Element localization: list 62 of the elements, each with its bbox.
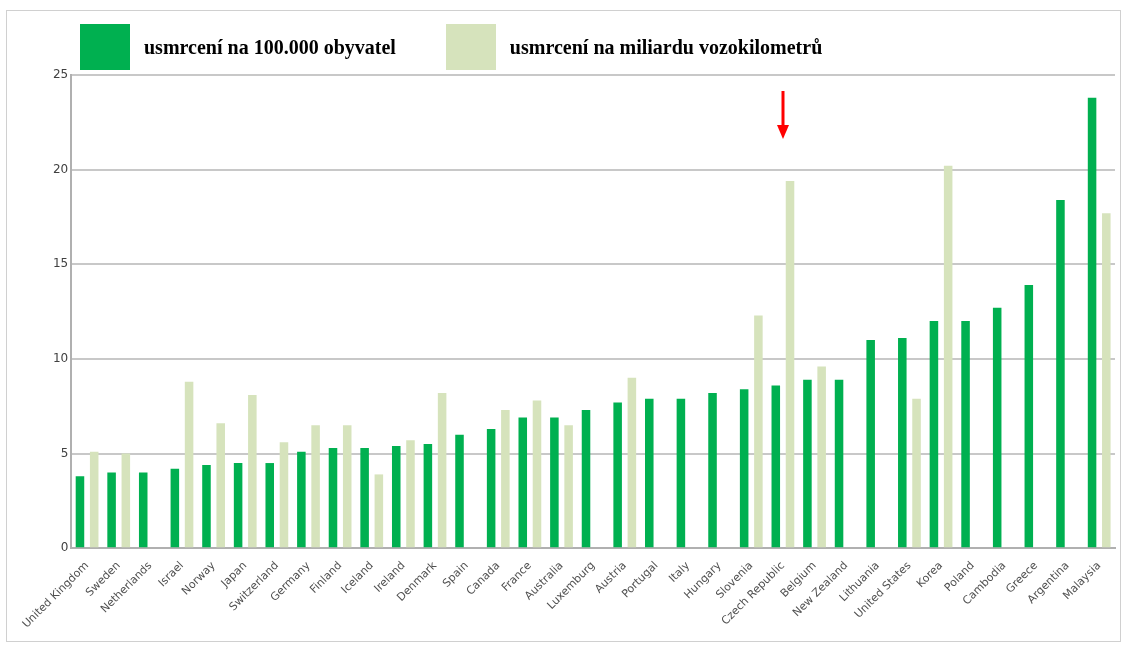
bar	[1102, 213, 1111, 548]
bar	[107, 472, 116, 548]
bar	[138, 472, 148, 548]
bar	[501, 410, 510, 548]
bar	[1087, 97, 1097, 548]
bar	[297, 451, 306, 548]
bar	[708, 393, 717, 548]
bar	[645, 398, 654, 548]
bar	[803, 379, 812, 548]
y-tick-label: 5	[60, 445, 69, 460]
bar	[89, 451, 99, 548]
bar	[374, 474, 384, 548]
bar	[360, 447, 369, 548]
bar	[676, 398, 686, 548]
bar	[817, 366, 826, 548]
bar	[961, 321, 970, 548]
bar	[311, 425, 320, 548]
bar	[518, 417, 528, 548]
bar	[121, 453, 131, 548]
bar	[550, 417, 559, 548]
bar	[613, 402, 622, 548]
legend-label: usmrcení na 100.000 obyvatel	[144, 35, 396, 59]
bar	[992, 307, 1002, 548]
bar	[943, 165, 953, 548]
bar	[437, 393, 447, 548]
bar	[248, 394, 257, 548]
bar	[75, 476, 85, 548]
bar	[216, 423, 225, 548]
bar	[423, 444, 433, 548]
bar	[170, 468, 180, 548]
bar	[581, 410, 591, 548]
bar	[1056, 199, 1065, 548]
bar	[265, 463, 275, 548]
bar	[391, 446, 401, 548]
bar	[184, 381, 194, 548]
bar	[455, 434, 464, 548]
bar	[564, 425, 573, 548]
bar	[898, 338, 907, 548]
bar	[929, 321, 939, 548]
bar	[279, 442, 289, 548]
bar	[202, 464, 211, 548]
y-tick-label: 0	[60, 540, 69, 555]
y-tick-label: 20	[52, 161, 69, 176]
bar	[532, 400, 542, 548]
bar	[834, 379, 844, 548]
bar	[912, 398, 921, 548]
bar	[406, 440, 415, 548]
y-tick-label: 15	[52, 256, 69, 271]
bar	[328, 447, 338, 548]
bar	[754, 315, 763, 548]
bar	[342, 425, 352, 548]
y-tick-label: 10	[52, 351, 69, 366]
bar	[486, 428, 496, 548]
bar	[233, 463, 243, 548]
y-tick-label: 25	[52, 67, 69, 82]
bar	[627, 377, 637, 548]
bar	[866, 340, 875, 548]
bar	[739, 389, 749, 548]
bar	[1024, 285, 1034, 548]
legend-label: usmrcení na miliardu vozokilometrů	[509, 35, 823, 59]
bar	[771, 385, 781, 548]
bar	[785, 181, 795, 548]
